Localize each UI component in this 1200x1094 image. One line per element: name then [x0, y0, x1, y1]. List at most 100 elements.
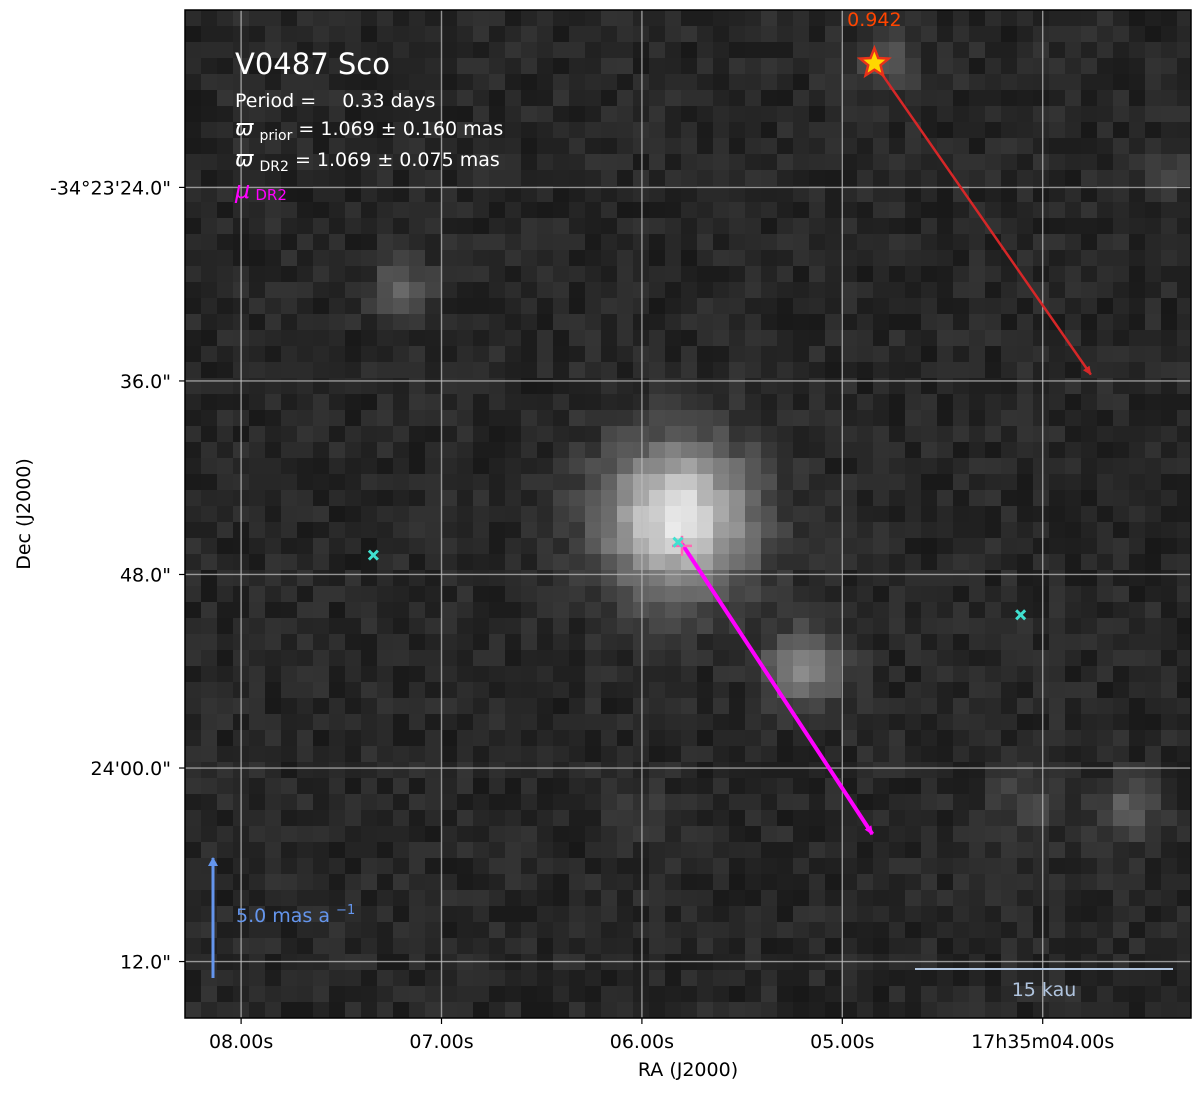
- sky-pixel: [1065, 282, 1082, 299]
- sky-pixel: [729, 378, 746, 395]
- sky-pixel: [329, 506, 346, 523]
- sky-pixel: [265, 74, 282, 91]
- sky-pixel: [905, 554, 922, 571]
- sky-pixel: [969, 586, 986, 603]
- sky-pixel: [649, 170, 666, 187]
- sky-pixel: [777, 586, 794, 603]
- sky-pixel: [361, 666, 378, 683]
- sky-pixel: [569, 426, 586, 443]
- sky-pixel: [1065, 42, 1082, 59]
- sky-pixel: [425, 570, 442, 587]
- sky-pixel: [489, 986, 506, 1003]
- sky-pixel: [921, 90, 938, 107]
- sky-pixel: [905, 74, 922, 91]
- sky-pixel: [457, 730, 474, 747]
- sky-pixel: [1033, 778, 1050, 795]
- sky-pixel: [1049, 890, 1066, 907]
- sky-pixel: [345, 106, 362, 123]
- sky-pixel: [697, 618, 714, 635]
- sky-pixel: [329, 90, 346, 107]
- sky-pixel: [985, 794, 1002, 811]
- sky-pixel: [857, 522, 874, 539]
- sky-pixel: [537, 858, 554, 875]
- sky-pixel: [1145, 42, 1162, 59]
- sky-pixel: [457, 186, 474, 203]
- sky-pixel: [649, 842, 666, 859]
- sky-pixel: [329, 474, 346, 491]
- sky-pixel: [681, 474, 698, 491]
- sky-pixel: [345, 186, 362, 203]
- sky-pixel: [585, 26, 602, 43]
- sky-pixel: [953, 666, 970, 683]
- sky-pixel: [1113, 250, 1130, 267]
- sky-pixel: [249, 842, 266, 859]
- sky-pixel: [345, 826, 362, 843]
- sky-pixel: [825, 378, 842, 395]
- sky-pixel: [313, 858, 330, 875]
- sky-pixel: [457, 970, 474, 987]
- sky-pixel: [185, 602, 202, 619]
- sky-pixel: [1097, 602, 1114, 619]
- sky-pixel: [761, 394, 778, 411]
- sky-pixel: [697, 986, 714, 1003]
- sky-pixel: [1113, 330, 1130, 347]
- sky-pixel: [537, 170, 554, 187]
- sky-pixel: [1049, 506, 1066, 523]
- sky-pixel: [585, 394, 602, 411]
- sky-pixel: [793, 810, 810, 827]
- sky-pixel: [617, 746, 634, 763]
- sky-pixel: [585, 682, 602, 699]
- sky-pixel: [1161, 554, 1178, 571]
- sky-pixel: [601, 986, 618, 1003]
- sky-pixel: [457, 570, 474, 587]
- sky-pixel: [249, 42, 266, 59]
- sky-pixel: [873, 730, 890, 747]
- sky-pixel: [569, 282, 586, 299]
- sky-pixel: [809, 538, 826, 555]
- sky-pixel: [713, 666, 730, 683]
- sky-pixel: [409, 490, 426, 507]
- coordinate-grid: [185, 10, 1191, 1018]
- pm-scale-label: 5.0 mas a −1: [236, 903, 355, 927]
- sky-pixel: [697, 810, 714, 827]
- sky-pixel: [1065, 922, 1082, 939]
- sky-pixel: [457, 106, 474, 123]
- sky-pixel: [1033, 250, 1050, 267]
- sky-pixel: [953, 90, 970, 107]
- sky-pixel: [1145, 90, 1162, 107]
- sky-pixel: [1097, 746, 1114, 763]
- sky-pixel: [265, 858, 282, 875]
- sky-pixel: [761, 298, 778, 315]
- sky-pixel: [905, 650, 922, 667]
- sky-pixel: [1145, 986, 1162, 1003]
- sky-pixel: [1161, 282, 1178, 299]
- sky-pixel: [665, 938, 682, 955]
- sky-pixel: [489, 186, 506, 203]
- sky-pixel: [857, 138, 874, 155]
- sky-pixel: [825, 906, 842, 923]
- sky-pixel: [745, 394, 762, 411]
- sky-pixel: [249, 474, 266, 491]
- sky-pixel: [1145, 266, 1162, 283]
- sky-pixel: [665, 362, 682, 379]
- sky-pixel: [937, 266, 954, 283]
- sky-pixel: [473, 586, 490, 603]
- sky-pixel: [601, 874, 618, 891]
- sky-pixel: [441, 794, 458, 811]
- sky-pixel: [521, 554, 538, 571]
- sky-pixel: [809, 442, 826, 459]
- sky-pixel: [1065, 730, 1082, 747]
- sky-pixel: [745, 250, 762, 267]
- sky-pixel: [185, 426, 202, 443]
- sky-pixel: [953, 266, 970, 283]
- sky-pixel: [617, 714, 634, 731]
- sky-pixel: [761, 906, 778, 923]
- sky-pixel: [857, 554, 874, 571]
- sky-pixel: [921, 730, 938, 747]
- sky-pixel: [281, 474, 298, 491]
- parallax-dr2-label: ϖ DR2 = 1.069 ± 0.075 mas: [235, 147, 500, 176]
- sky-pixel: [1033, 266, 1050, 283]
- sky-pixel: [329, 922, 346, 939]
- sky-pixel: [553, 298, 570, 315]
- sky-pixel: [921, 362, 938, 379]
